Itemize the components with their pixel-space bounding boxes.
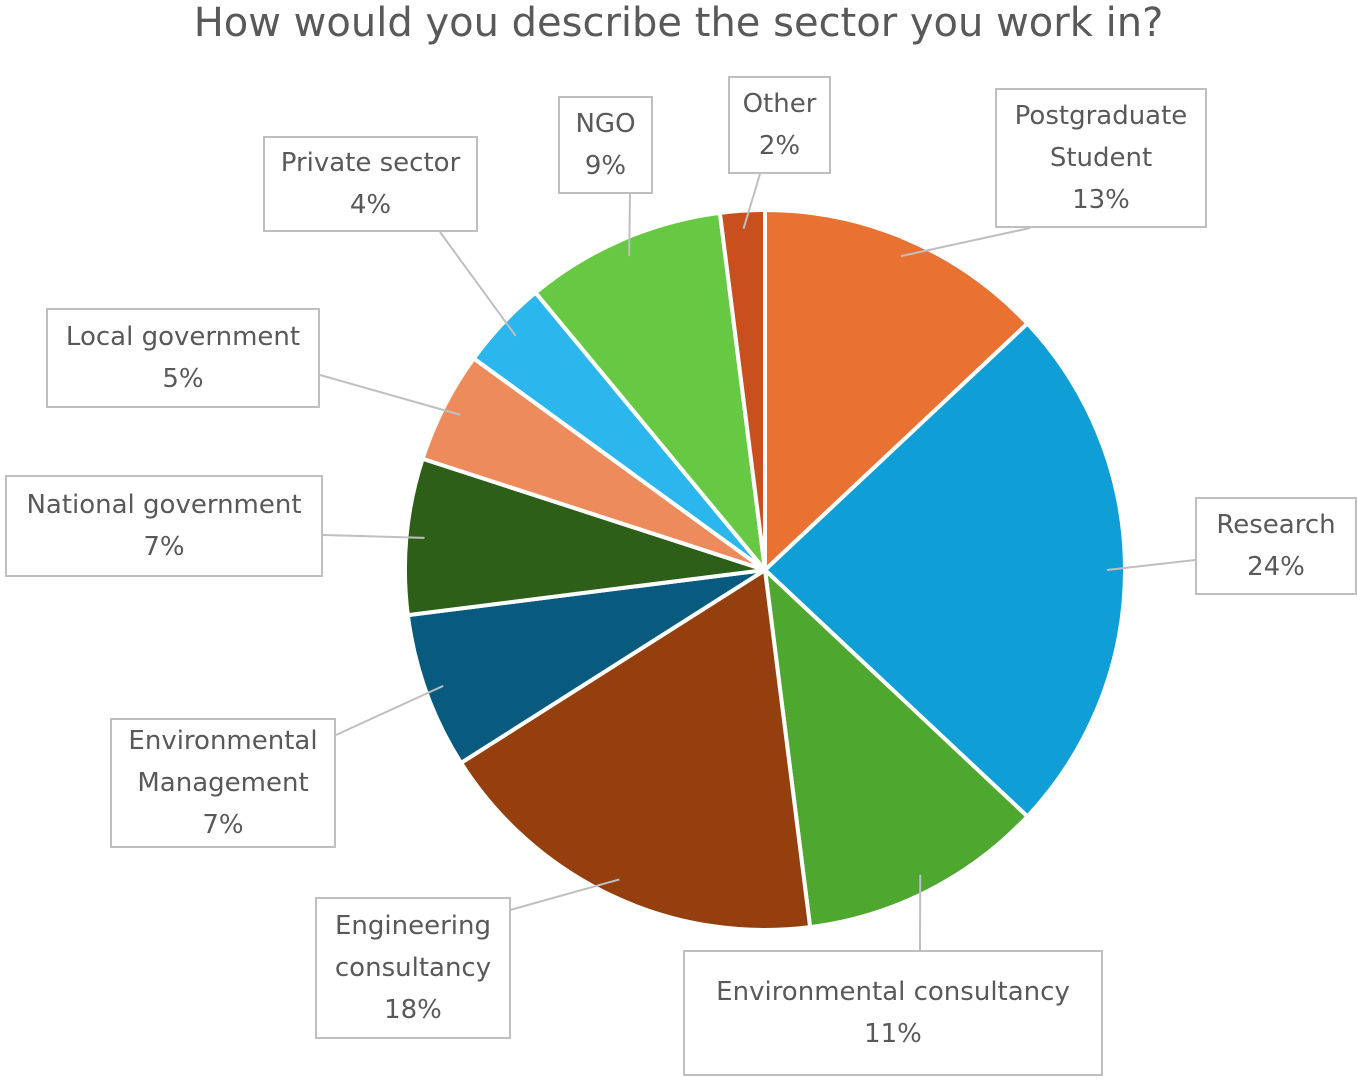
category-label: Environmental consultancy bbox=[716, 977, 1070, 1007]
pie-slice bbox=[763, 207, 1031, 575]
value-label: 4% bbox=[349, 190, 392, 220]
category-label: Environmental Management bbox=[128, 726, 318, 798]
category-label: Research bbox=[1216, 510, 1336, 540]
category-label: Postgraduate Student bbox=[1014, 101, 1188, 173]
leader-line bbox=[900, 227, 1031, 258]
leader-line bbox=[335, 684, 444, 736]
category-label: Private sector bbox=[280, 148, 461, 178]
data-label: NGO 9% bbox=[558, 96, 653, 194]
data-label: Environmental consultancy 11% bbox=[683, 950, 1103, 1076]
data-label: National government 7% bbox=[5, 475, 323, 577]
leader-line bbox=[1106, 559, 1196, 571]
leader-line bbox=[322, 534, 425, 539]
data-label: Local government 5% bbox=[46, 308, 320, 408]
data-label: Environmental Management 7% bbox=[110, 718, 336, 848]
value-label: 7% bbox=[143, 532, 185, 562]
value-label: 2% bbox=[758, 131, 801, 161]
data-label: Postgraduate Student 13% bbox=[995, 88, 1207, 228]
pie-slice bbox=[762, 320, 1127, 820]
leader-line bbox=[319, 374, 461, 416]
value-label: 13% bbox=[1072, 185, 1130, 215]
pie-slice bbox=[458, 566, 813, 932]
value-label: 9% bbox=[584, 151, 627, 181]
data-label: Private sector 4% bbox=[263, 136, 478, 232]
value-label: 7% bbox=[202, 810, 244, 840]
leader-line bbox=[628, 193, 631, 257]
category-label: National government bbox=[26, 490, 302, 520]
category-label: NGO bbox=[575, 109, 636, 139]
pie-slice bbox=[717, 207, 767, 571]
pie-slice bbox=[532, 210, 768, 577]
leader-line bbox=[509, 878, 620, 911]
data-label: Other 2% bbox=[728, 76, 831, 174]
value-label: 5% bbox=[162, 364, 204, 394]
value-label: 18% bbox=[384, 995, 442, 1025]
pie-slice bbox=[762, 564, 1031, 930]
category-label: Engineering consultancy bbox=[334, 911, 492, 983]
leader-line bbox=[742, 173, 761, 229]
category-label: Other bbox=[742, 89, 817, 119]
category-label: Local government bbox=[65, 322, 301, 352]
data-label: Research 24% bbox=[1195, 497, 1357, 595]
chart-title: How would you describe the sector you wo… bbox=[193, 0, 1164, 46]
value-label: 24% bbox=[1247, 552, 1305, 582]
data-label: Engineering consultancy 18% bbox=[315, 897, 511, 1039]
pie-slice bbox=[403, 456, 766, 618]
leader-line bbox=[439, 231, 517, 337]
value-label: 11% bbox=[864, 1019, 922, 1049]
pie-slice bbox=[405, 568, 767, 766]
